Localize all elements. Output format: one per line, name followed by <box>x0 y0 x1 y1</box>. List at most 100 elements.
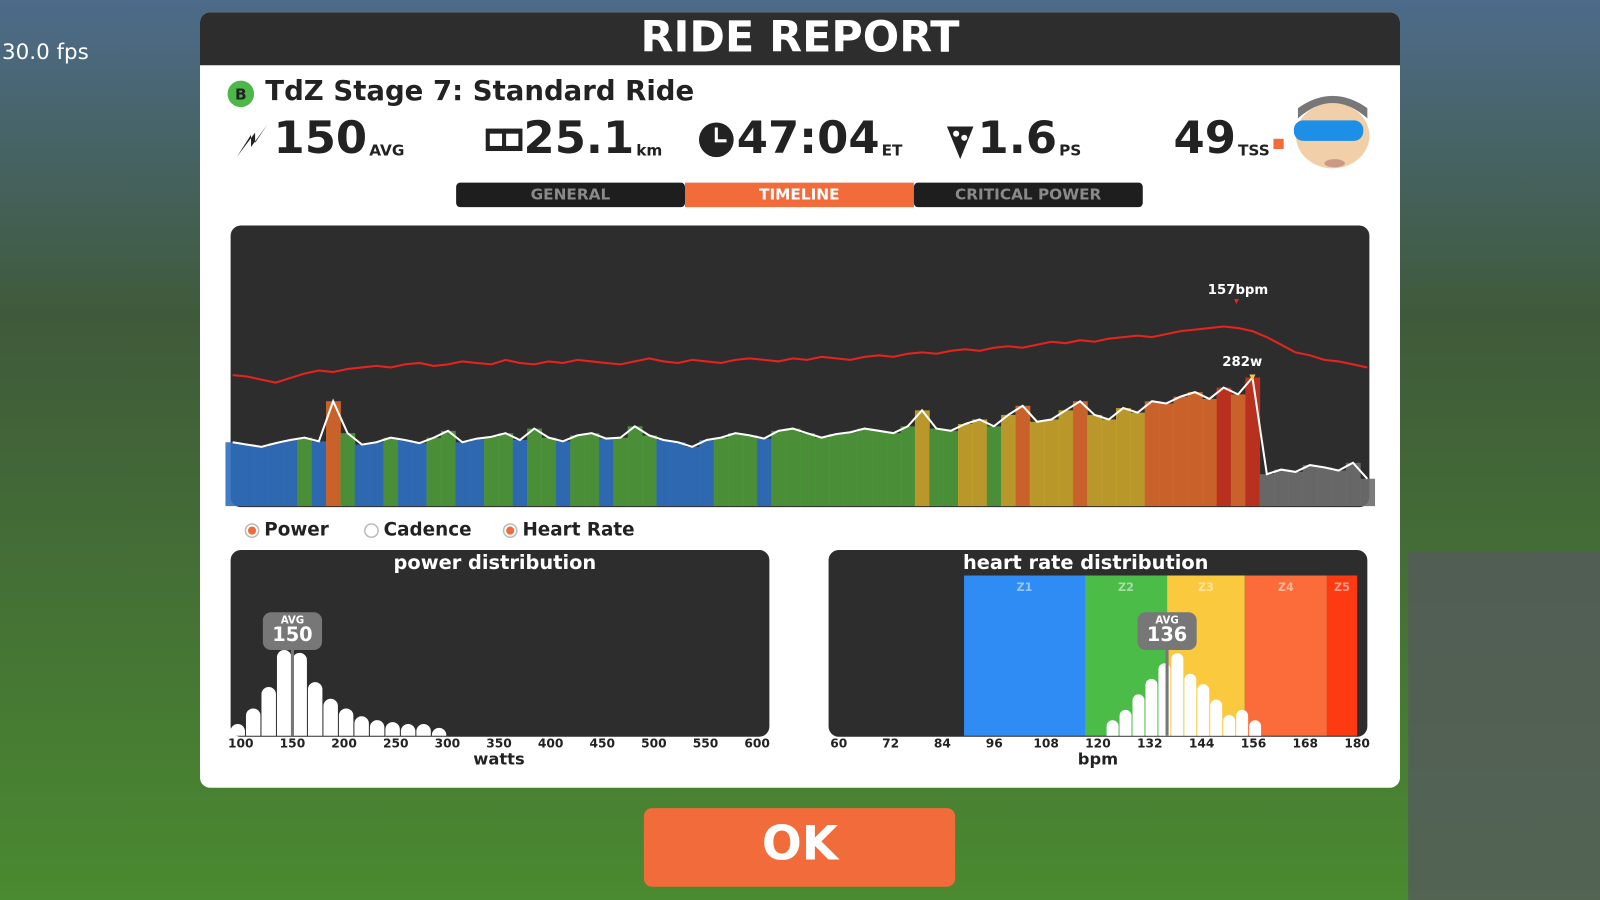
power-zone-column <box>225 442 241 507</box>
power-zone-column <box>1259 474 1275 507</box>
histogram-bar <box>1106 720 1119 736</box>
power-zone-column <box>1273 469 1289 507</box>
power-zone-column <box>1058 410 1074 507</box>
power-zone-column <box>383 437 399 507</box>
power-zone-column <box>412 443 428 507</box>
histogram-bar <box>385 722 400 736</box>
power-zone-column <box>1115 408 1131 507</box>
avatar <box>1293 95 1370 169</box>
avg-pill-value: 150 <box>272 623 312 646</box>
stat-value: 47:04 <box>737 111 880 164</box>
power-zone-column <box>713 437 729 507</box>
stats-row: 150 AVG 25.1 km 47:04 ET 1.6 PS 49 TSS <box>273 111 1269 164</box>
stat-unit: ET <box>882 142 903 160</box>
modal: RIDE REPORT B TdZ Stage 7: Standard Ride… <box>200 12 1400 788</box>
legend-label[interactable]: Power <box>264 520 329 541</box>
x-tick-label: 96 <box>986 736 1003 750</box>
legend-label[interactable]: Heart Rate <box>522 520 634 541</box>
power-zone-column <box>1044 419 1060 507</box>
x-tick-label: 108 <box>1033 736 1059 750</box>
power-zone-column <box>239 444 255 507</box>
tab-label[interactable]: CRITICAL POWER <box>955 185 1101 203</box>
histogram-bar <box>400 724 416 736</box>
histogram-bar <box>292 652 307 736</box>
legend-dot <box>506 526 515 535</box>
chart-title: power distribution <box>394 551 597 574</box>
ok-label[interactable]: OK <box>762 816 840 871</box>
heart-rate-line <box>232 325 1368 384</box>
power-zone-column <box>943 430 959 507</box>
max-hr-marker <box>1233 298 1240 305</box>
power-zone-column <box>1072 401 1088 507</box>
power-zone-column <box>800 433 815 507</box>
legend-label[interactable]: Cadence <box>384 520 472 541</box>
tab[interactable] <box>456 182 685 208</box>
power-zone-column <box>268 443 284 507</box>
power-zone-column <box>656 439 672 507</box>
histogram-bar <box>1197 684 1210 736</box>
legend-dot <box>247 526 257 535</box>
power-zone-column <box>814 437 830 507</box>
power-zone-column <box>326 401 341 507</box>
power-zone-column <box>670 442 686 507</box>
power-distribution-panel <box>230 550 770 737</box>
time-icon <box>698 122 734 158</box>
power-zone-column <box>311 441 327 507</box>
x-tick-label: 180 <box>1344 736 1370 750</box>
power-zone-column <box>426 437 442 507</box>
power-zone-column <box>1029 421 1045 507</box>
power-zone-column <box>1317 467 1332 507</box>
histogram-bar <box>354 716 369 736</box>
tab-label[interactable]: GENERAL <box>531 185 611 203</box>
zone-label: Z5 <box>1334 581 1350 594</box>
power-zone-column <box>986 426 1002 507</box>
power-zone-column <box>570 435 586 507</box>
histogram-bar <box>1249 720 1262 736</box>
power-zone-column <box>527 428 542 507</box>
x-tick-label: 100 <box>228 736 254 750</box>
histogram-bar <box>1132 694 1145 736</box>
power-zone-column <box>555 441 571 507</box>
avg-pill <box>262 612 323 650</box>
tab[interactable] <box>913 182 1143 208</box>
zone-label: Z2 <box>1118 581 1134 594</box>
modal-title: RIDE REPORT <box>640 12 959 62</box>
fps-counter: 30.0 fps <box>2 40 89 65</box>
histogram-bar <box>1210 699 1223 736</box>
ok-button[interactable] <box>643 808 956 887</box>
power-zone-column <box>297 437 313 507</box>
hr-zone <box>1244 575 1327 736</box>
power-distribution: power distribution 100 150 200 250 300 350 400 4… <box>228 551 770 769</box>
legend: Power Cadence Heart Rate <box>244 520 635 541</box>
power-zone-column <box>282 439 298 507</box>
power-zone-column <box>1302 465 1318 507</box>
tab-label[interactable]: TIMELINE <box>759 185 840 203</box>
histogram-bar <box>1171 653 1184 736</box>
avg-pill-label: AVG <box>281 615 304 626</box>
modal-header <box>200 12 1400 66</box>
tab-bar: GENERAL TIMELINE CRITICAL POWER <box>456 182 1143 208</box>
power-zone-column <box>742 435 758 507</box>
x-tick-label: 156 <box>1241 736 1267 750</box>
power-zone-column <box>1245 377 1261 507</box>
power-zone-column <box>972 419 988 507</box>
tab[interactable] <box>685 182 914 208</box>
x-axis-label: bpm <box>1078 750 1118 769</box>
power-zone-column <box>484 436 499 507</box>
legend-toggle[interactable] <box>364 523 379 539</box>
stat-value: 49 <box>1173 111 1235 164</box>
x-tick-label: 120 <box>1085 736 1111 750</box>
power-zone-column <box>957 424 973 507</box>
avg-pill-label: AVG <box>1155 615 1178 626</box>
power-zone-column <box>929 428 945 507</box>
power-zone-column <box>1202 398 1218 507</box>
max-hr-label: 157bpm <box>1208 283 1268 298</box>
tss-info[interactable] <box>1273 138 1284 149</box>
power-zone-column <box>354 444 370 507</box>
histogram-bar <box>1145 678 1158 736</box>
power-zone-column <box>254 446 270 507</box>
timeline-chart: 157bpm 282w <box>225 283 1376 507</box>
power-zone-column <box>369 442 384 507</box>
stat-value: 1.6 <box>978 111 1058 164</box>
power-zone-column <box>469 438 485 507</box>
